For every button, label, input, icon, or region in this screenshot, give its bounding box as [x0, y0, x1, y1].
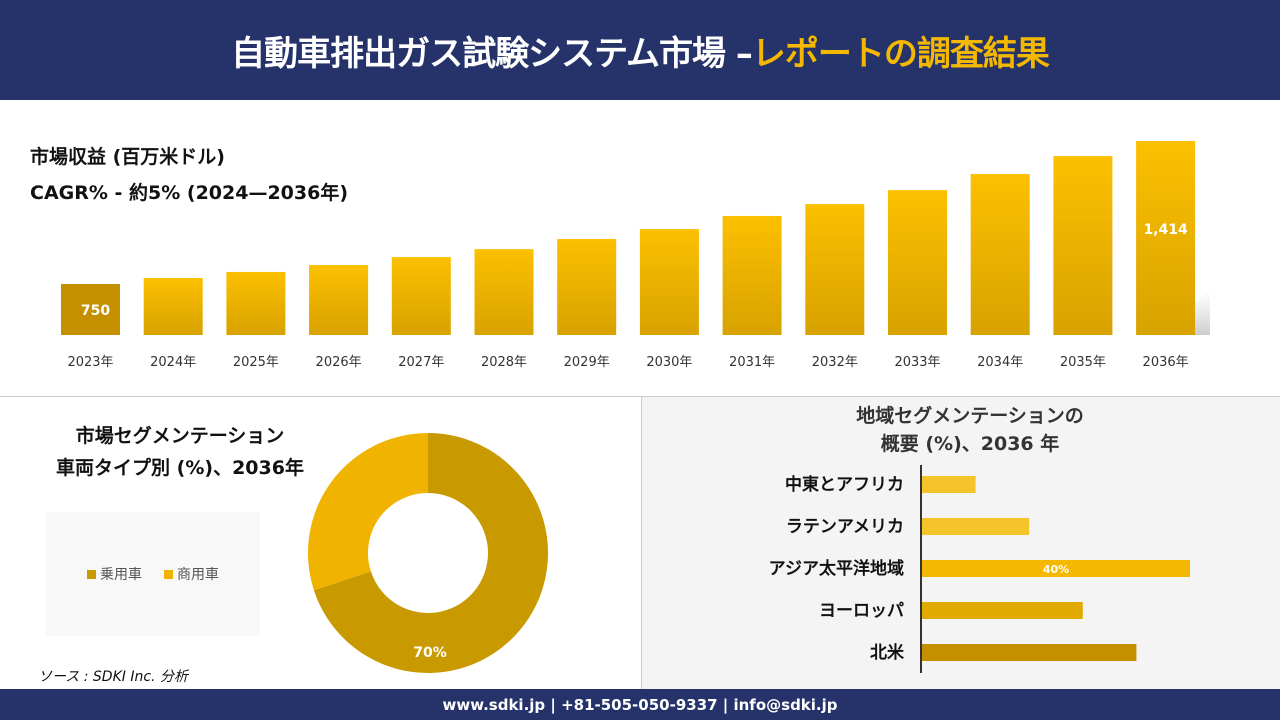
revenue-bar [639, 229, 699, 335]
region-label: アジア太平洋地域 [769, 558, 904, 579]
footer-contact: www.sdki.jp | +81-505-050-9337 | info@sd… [0, 689, 1280, 720]
pie-legend: 乗用車 商用車 [46, 512, 260, 636]
region-label: ラテンアメリカ [786, 517, 904, 537]
donut-data-label: 70% [413, 645, 447, 661]
x-tick-label: 2032年 [812, 355, 858, 370]
x-tick-label: 2031年 [729, 355, 775, 370]
segment-title-line: 市場セグメンテーション [75, 425, 285, 447]
x-tick-label: 2033年 [894, 355, 940, 370]
x-tick-label: 2027年 [398, 355, 444, 370]
donut-slice-passenger [313, 433, 549, 673]
x-tick-label: 2030年 [646, 355, 692, 370]
segment-title-line: 車両タイプ別 (%)、2036年 [56, 457, 304, 479]
region-bar [922, 644, 1137, 661]
revenue-bar [474, 249, 534, 335]
legend-label: 商用車 [177, 567, 219, 583]
x-tick-label: 2029年 [564, 355, 610, 370]
revenue-bar [1136, 141, 1196, 335]
region-label: 中東とアフリカ [785, 474, 904, 495]
region-data-label: 40% [1043, 563, 1069, 576]
region-label: ヨーロッパ [819, 601, 904, 621]
revenue-bar [309, 265, 369, 335]
region-chart-title: 地域セグメンテーションの 概要 (%)、2036 年 [800, 402, 1140, 458]
revenue-bar [888, 190, 947, 335]
title-main: 自動車排出ガス試験システム市場 – [231, 33, 753, 74]
region-bar [922, 518, 1030, 535]
region-label: 北米 [870, 642, 905, 663]
region-bar [922, 476, 976, 493]
revenue-bar [557, 238, 617, 335]
bar-data-label: 1,414 [1143, 222, 1188, 238]
x-tick-label: 2023年 [67, 355, 113, 370]
x-tick-label: 2035年 [1060, 355, 1106, 370]
revenue-bar [722, 215, 782, 335]
cagr-subtitle: CAGR% - 約5% (2024—2036年) [30, 182, 349, 204]
revenue-bar [1053, 156, 1113, 335]
x-tick-label: 2024年 [150, 355, 196, 370]
page-header: 自動車排出ガス試験システム市場 – レポートの調査結果 [0, 0, 1280, 100]
x-tick-label: 2036年 [1143, 355, 1189, 370]
legend-item-passenger: 乗用車 [87, 564, 142, 584]
legend-item-commercial: 商用車 [164, 564, 219, 584]
source-note: ソース : SDKI Inc. 分析 [38, 669, 188, 685]
revenue-bar [391, 257, 451, 335]
segment-chart-title: 市場セグメンテーション 車両タイプ別 (%)、2036年 [40, 420, 320, 484]
title-accent: レポートの調査結果 [751, 33, 1050, 74]
x-tick-label: 2034年 [977, 355, 1023, 370]
x-tick-label: 2025年 [233, 355, 279, 370]
x-tick-label: 2028年 [481, 355, 527, 370]
region-bar [922, 560, 1190, 577]
region-panel [641, 397, 1280, 689]
x-tick-label: 2026年 [316, 355, 362, 370]
bar-data-label: 750 [81, 303, 110, 319]
region-title-line: 概要 (%)、2036 年 [880, 433, 1060, 455]
revenue-bar [143, 277, 203, 335]
donut-slice-commercial [308, 433, 428, 591]
divider [0, 396, 1280, 397]
legend-label: 乗用車 [100, 567, 142, 583]
region-title-line: 地域セグメンテーションの [856, 405, 1084, 427]
revenue-bar [61, 284, 120, 335]
region-bar [922, 602, 1083, 619]
revenue-bar [970, 173, 1030, 335]
revenue-bar [805, 204, 865, 335]
revenue-bar [226, 271, 286, 335]
revenue-chart-title: 市場収益 (百万米ドル) [30, 146, 225, 168]
